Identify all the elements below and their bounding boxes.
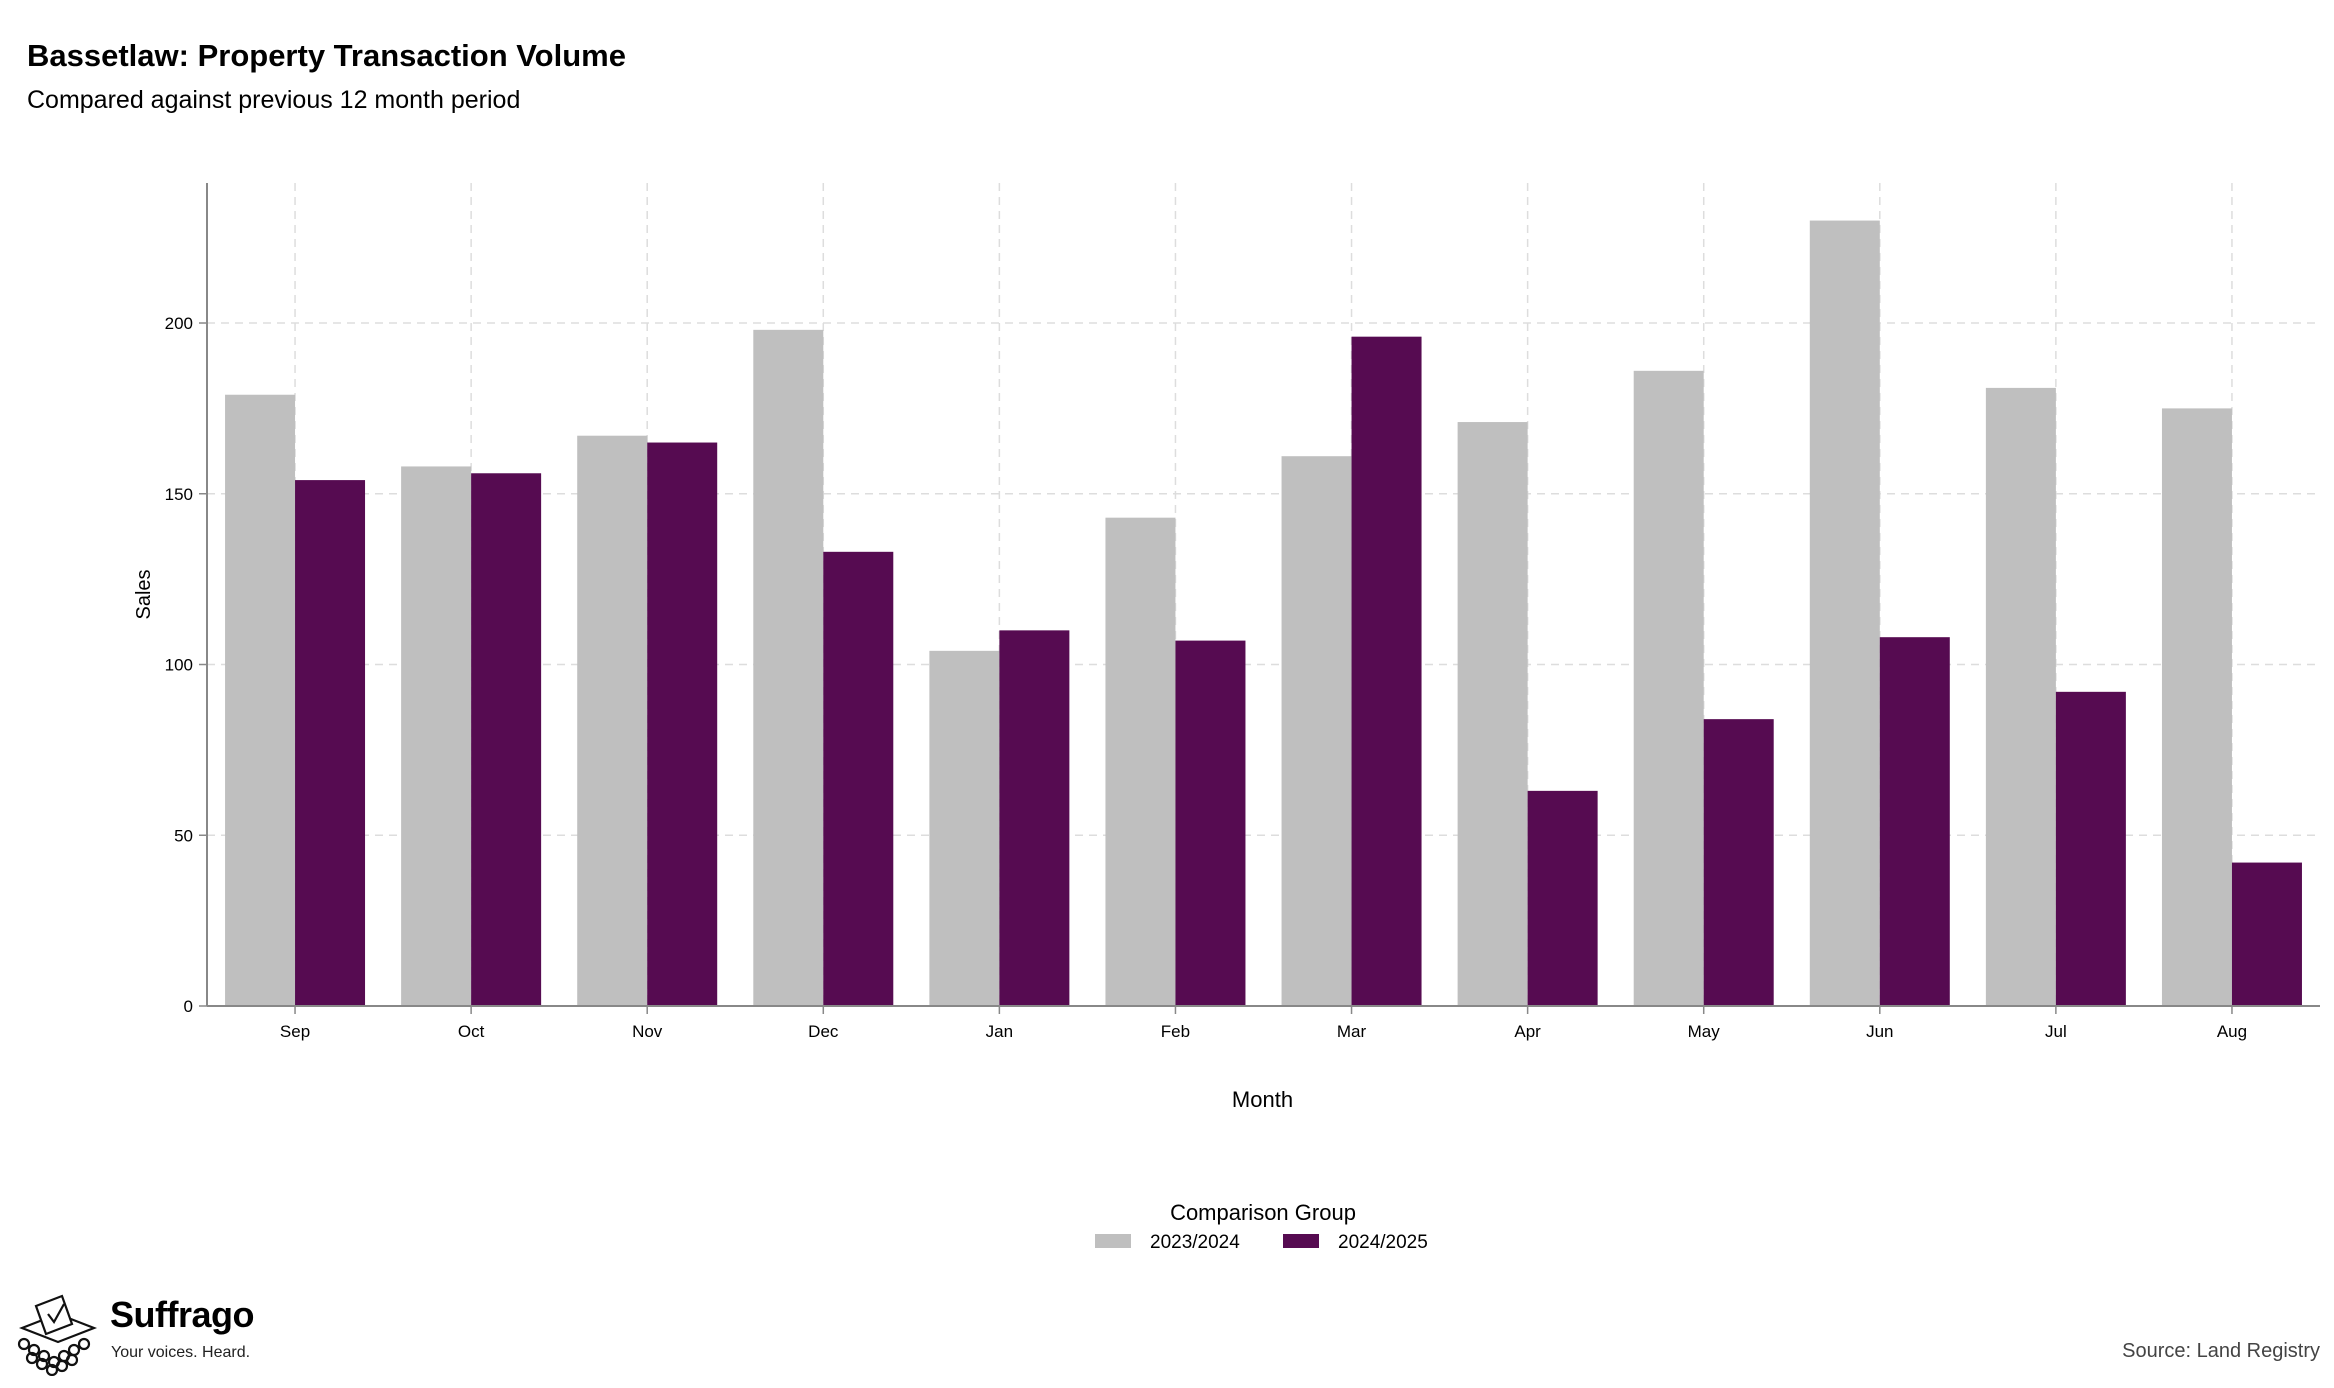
y-axis-title: Sales [133,569,155,619]
x-axis-title: Month [1232,1087,1293,1112]
bar-dec-series-1 [753,329,824,1007]
x-tick-label: Aug [2217,1022,2247,1041]
x-tick-label: Jul [2045,1022,2067,1041]
y-tick-label: 200 [165,314,193,333]
bar-jun-series-2 [1879,637,1950,1006]
bar-aug-series-1 [2161,408,2232,1007]
x-tick-label: Jun [1866,1022,1893,1041]
x-tick-label: Dec [808,1022,839,1041]
bar-jul-series-2 [2055,691,2126,1006]
legend-title: Comparison Group [1170,1200,1356,1225]
chart-subtitle: Compared against previous 12 month perio… [27,86,521,114]
x-tick-label: May [1688,1022,1721,1041]
x-tick-label: Mar [1337,1022,1367,1041]
bar-apr-series-1 [1457,422,1528,1006]
bar-oct-series-2 [471,473,542,1006]
legend-label-2: 2024/2025 [1338,1232,1428,1253]
bar-chart: 0 50 100 150 200 Sep Oct Nov Dec Jan Feb Mar Apr May J… [133,183,2320,1253]
bar-jan-series-2 [999,630,1070,1006]
ballot-box-icon [17,1294,98,1377]
x-tick-label: Sep [280,1022,310,1041]
bar-apr-series-2 [1527,790,1598,1006]
legend-swatch-2 [1283,1234,1319,1248]
bar-may-series-1 [1633,370,1704,1007]
bar-sep-series-1 [225,394,296,1006]
bar-jul-series-1 [1985,387,2056,1007]
bar-nov-series-2 [647,442,718,1006]
bar-jun-series-1 [1809,220,1880,1006]
bar-feb-series-1 [1105,517,1176,1006]
bar-aug-series-2 [2231,862,2302,1006]
x-tick-label: Nov [632,1022,663,1041]
y-tick-label: 0 [184,997,193,1016]
legend-label-1: 2023/2024 [1150,1232,1240,1253]
bar-jan-series-1 [929,650,1000,1006]
bars [225,220,2302,1007]
y-tick-label: 50 [174,826,193,845]
x-tick-label: Jan [986,1022,1013,1041]
chart-title: Bassetlaw: Property Transaction Volume [27,38,626,73]
bar-feb-series-2 [1175,640,1246,1006]
axis-labels: 0 50 100 150 200 Sep Oct Nov Dec Jan Feb Mar Apr May J… [133,314,2247,1112]
legend: Comparison Group 2023/2024 2024/2025 [1095,1200,1428,1253]
brand-name: Suffrago [110,1294,255,1335]
bar-may-series-2 [1703,719,1774,1006]
legend-swatch-1 [1095,1234,1131,1248]
bar-oct-series-1 [401,466,472,1006]
x-tick-label: Apr [1514,1022,1541,1041]
brand-tagline: Your voices. Heard. [111,1344,251,1361]
x-tick-label: Oct [458,1022,485,1041]
brand-logo: Suffrago Your voices. Heard. [14,1292,314,1382]
bar-mar-series-1 [1281,456,1352,1006]
bar-sep-series-2 [295,480,366,1006]
x-tick-label: Feb [1161,1022,1190,1041]
y-tick-label: 100 [165,656,193,675]
axes [199,183,2320,1014]
bar-dec-series-2 [823,551,894,1006]
bar-mar-series-2 [1351,336,1422,1006]
y-tick-label: 150 [165,485,193,504]
source-note: Source: Land Registry [2122,1340,2320,1362]
bar-nov-series-1 [577,435,648,1006]
